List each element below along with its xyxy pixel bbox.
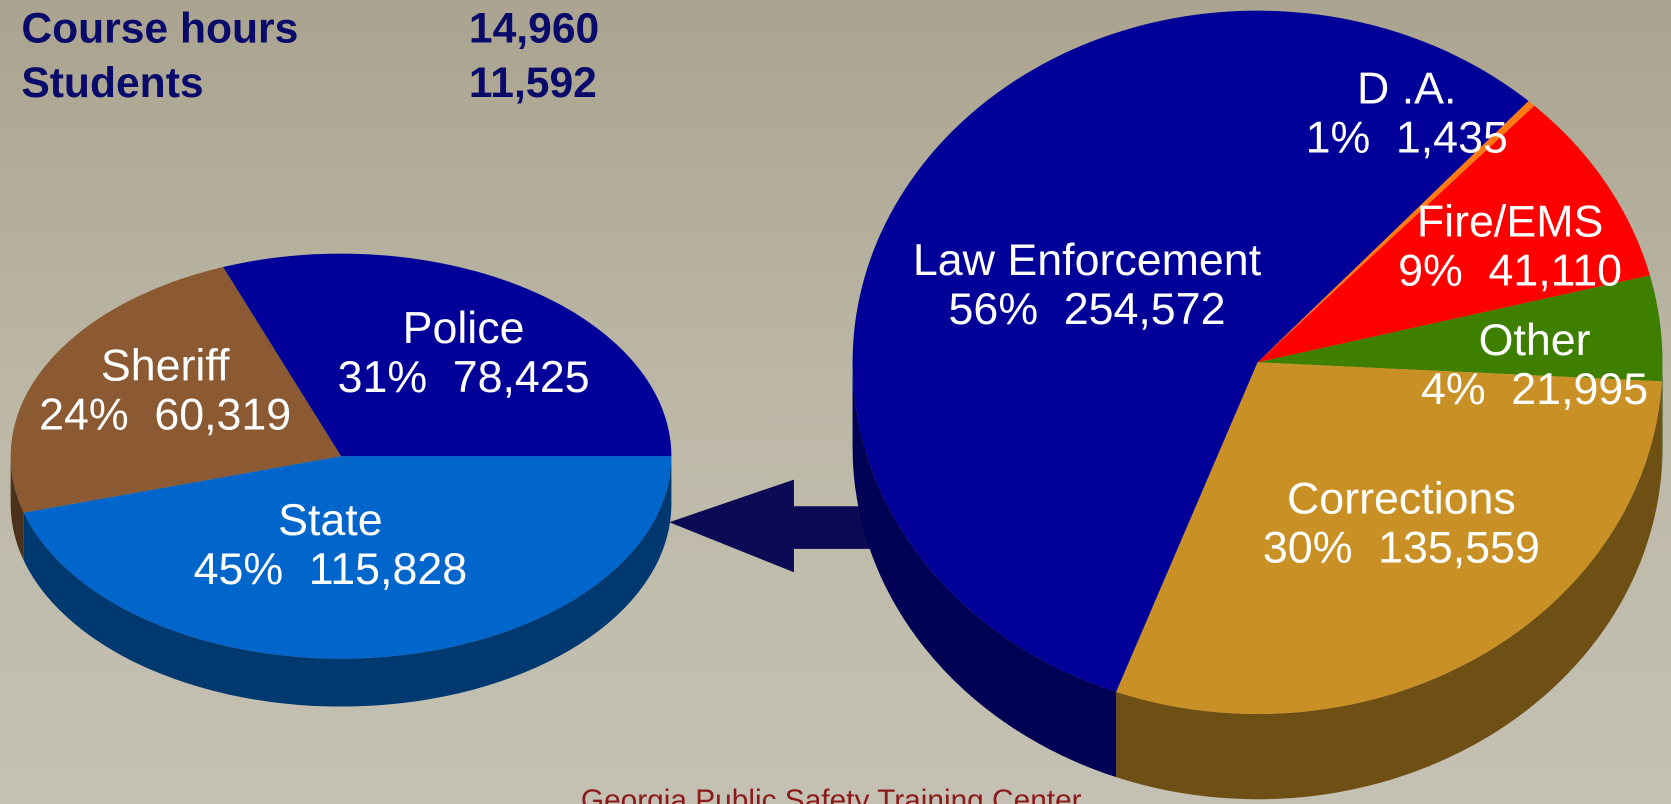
slice-percent: 24% [39, 389, 129, 439]
slice-value: 1% 1,435 [1306, 112, 1508, 162]
slice-label: Fire/EMS [1417, 197, 1603, 247]
slice-percent: 9% [1398, 246, 1463, 296]
slice-side [10, 456, 24, 561]
slice-count: 60,319 [154, 389, 291, 439]
slice-percent: 4% [1421, 364, 1486, 414]
slice [223, 253, 672, 457]
stat-label: Students [21, 59, 203, 107]
slice-side [23, 456, 672, 707]
slice [1116, 362, 1662, 715]
slice-label: Other [1479, 315, 1591, 365]
slice-label: Sheriff [101, 340, 230, 390]
slice [10, 266, 342, 513]
slice-percent: 31% [338, 352, 428, 402]
slice-label: Corrections [1287, 474, 1516, 524]
slice-value: 56% 254,572 [949, 284, 1226, 334]
stat-label: Course hours [21, 5, 298, 53]
slice-value: 9% 41,110 [1398, 246, 1622, 296]
slice-percent: 56% [949, 284, 1039, 334]
stat-value: 11,592 [469, 59, 597, 107]
slice-value: 31% 78,425 [338, 352, 590, 402]
arrow [669, 479, 872, 573]
slice-count: 21,995 [1511, 364, 1648, 414]
slice-count: 254,572 [1064, 284, 1226, 334]
slice-percent: 45% [194, 544, 284, 594]
slice-label: D .A. [1357, 63, 1456, 113]
slice [1257, 100, 1535, 363]
slice-value: 24% 60,319 [39, 389, 291, 439]
stat-value: 14,960 [469, 5, 599, 53]
slice-side [1661, 362, 1663, 467]
slice-value: 45% 115,828 [194, 544, 468, 594]
slice [852, 10, 1529, 692]
slice-label: State [278, 495, 383, 545]
footer: Georgia Public Safety Training Center [581, 784, 1082, 804]
slice-count: 115,828 [309, 544, 467, 594]
slice [23, 456, 672, 659]
slice-label: Law Enforcement [913, 235, 1262, 285]
slice-percent: 1% [1306, 112, 1371, 162]
slice [1257, 105, 1650, 363]
slice-label: Police [403, 303, 525, 353]
slice-percent: 30% [1263, 523, 1353, 573]
slice-side [852, 362, 1117, 778]
slice-count: 78,425 [453, 352, 590, 402]
slice-value: 4% 21,995 [1421, 364, 1648, 414]
slice [1257, 275, 1663, 382]
slice-count: 41,110 [1488, 246, 1622, 296]
slice-count: 135,559 [1378, 523, 1540, 573]
slice-side [1116, 381, 1662, 800]
slice-count: 1,435 [1396, 112, 1508, 162]
slice-value: 30% 135,559 [1263, 523, 1540, 573]
